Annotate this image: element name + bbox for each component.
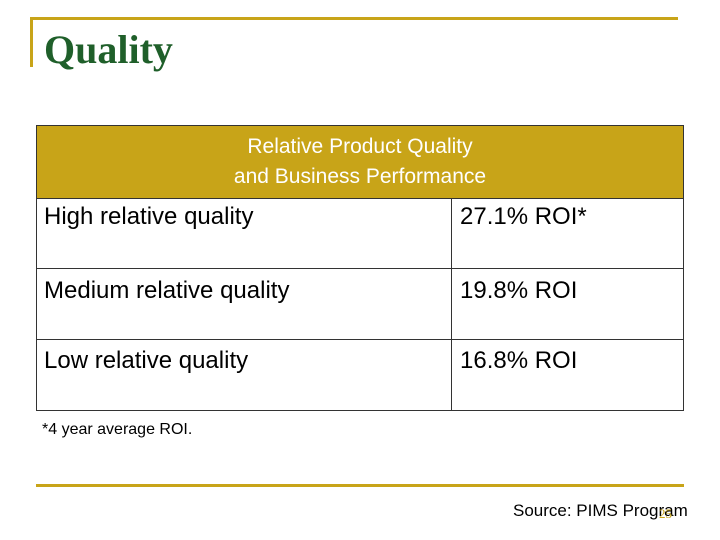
quality-table: Relative Product Quality and Business Pe… (36, 125, 684, 411)
row-value-cell-low: 16.8% ROI (451, 340, 683, 410)
row-value-low: 16.8% ROI (460, 347, 578, 374)
table-row: Low relative quality 16.8% ROI (37, 340, 683, 410)
page-number: 25 (659, 506, 672, 521)
table-header: Relative Product Quality and Business Pe… (37, 126, 683, 199)
table-header-line-1: Relative Product Quality (247, 134, 473, 158)
table-header-line-2: and Business Performance (233, 165, 487, 188)
table-row: High relative quality 27.1% ROI* (37, 198, 683, 269)
bottom-rule (36, 484, 684, 487)
source-note: Source: PIMS Program (513, 501, 688, 520)
left-rule (30, 17, 33, 67)
footnote: *4 year average ROI. (42, 421, 193, 438)
row-label-medium: Medium relative quality (44, 277, 290, 304)
row-label-low: Low relative quality (44, 347, 249, 374)
row-value-medium: 19.8% ROI (460, 277, 578, 304)
row-label-high: High relative quality (44, 203, 254, 230)
table-row: Medium relative quality 19.8% ROI (37, 269, 683, 340)
top-rule (30, 17, 678, 20)
row-value-high: 27.1% ROI* (460, 203, 587, 230)
row-value-cell-high: 27.1% ROI* (451, 198, 683, 268)
slide-title: Quality (44, 27, 173, 72)
row-value-cell-medium: 19.8% ROI (451, 269, 683, 339)
